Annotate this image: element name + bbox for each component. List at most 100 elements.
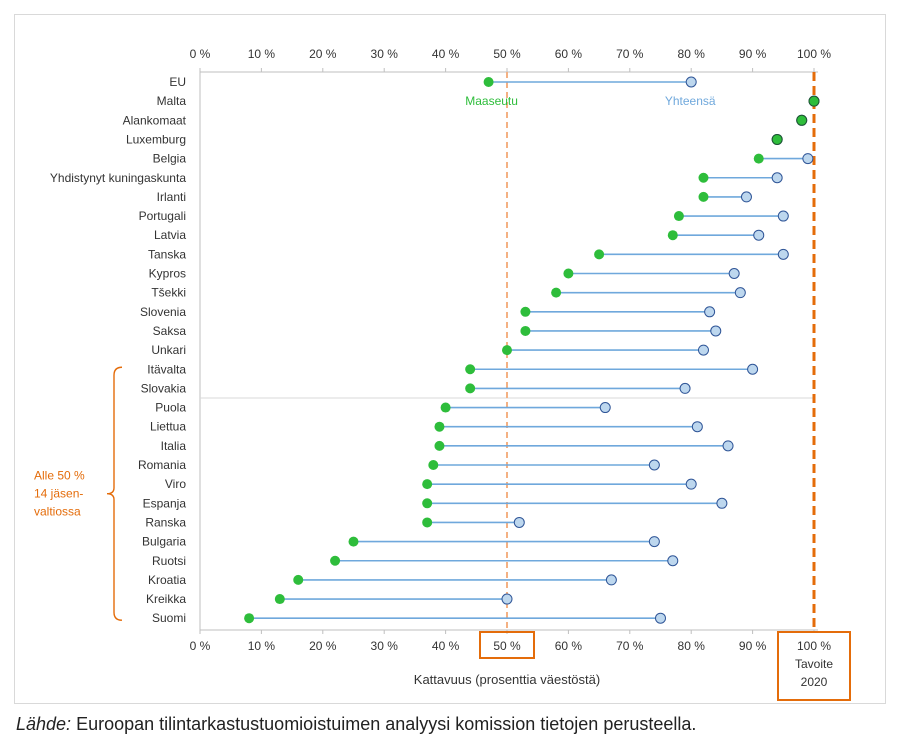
total-point — [722, 440, 734, 452]
total-point — [679, 382, 691, 394]
rural-point — [440, 402, 451, 413]
rural-point — [673, 211, 684, 222]
category-label: Viro — [165, 477, 186, 491]
rural-point — [465, 364, 476, 375]
x-tick-label-bottom: 10 % — [248, 639, 276, 653]
category-label: Unkari — [151, 343, 186, 357]
total-series-label: Yhteensä — [665, 94, 716, 108]
category-label: Ranska — [145, 515, 186, 529]
x-tick-label-top: 70 % — [616, 47, 644, 61]
x-tick-label-top: 50 % — [493, 47, 521, 61]
total-point — [685, 478, 697, 490]
target-value-label: 100 % — [797, 639, 831, 653]
category-label: Luxemburg — [126, 132, 186, 146]
rural-point — [520, 306, 531, 317]
rural-point — [551, 287, 562, 298]
rural-point — [422, 479, 433, 490]
category-label: EU — [169, 75, 186, 89]
category-label: Italia — [161, 439, 187, 453]
x-tick-label-bottom: 30 % — [371, 639, 399, 653]
rural-point — [465, 383, 476, 394]
total-point — [753, 229, 765, 241]
x-tick-label-bottom: 40 % — [432, 639, 460, 653]
rural-point — [274, 594, 285, 605]
total-point — [716, 497, 728, 509]
total-point — [802, 153, 814, 165]
total-point — [513, 516, 525, 528]
bracket-label-line: 14 jäsen- — [34, 487, 83, 501]
rural-point — [502, 345, 512, 356]
x-tick-label-bottom: 50 % — [493, 639, 521, 653]
rural-point — [698, 191, 709, 202]
total-point — [771, 172, 783, 184]
rural-point — [293, 574, 304, 585]
total-point — [728, 268, 740, 279]
total-point — [697, 344, 709, 356]
x-tick-label-top: 60 % — [555, 47, 583, 61]
target-label-line1: Tavoite — [795, 657, 833, 671]
category-label: Alankomaat — [123, 113, 187, 127]
category-label: Kroatia — [148, 573, 186, 587]
source-prefix: Lähde: — [16, 714, 72, 734]
x-tick-label-top: 10 % — [248, 47, 276, 61]
x-tick-label-bottom: 60 % — [555, 639, 583, 653]
category-label: Slovenia — [140, 305, 186, 319]
target-label-line2: 2020 — [801, 675, 828, 689]
source-text: Euroopan tilintarkastustuomioistuimen an… — [71, 714, 697, 734]
x-tick-label-top: 100 % — [797, 47, 831, 61]
total-point — [501, 593, 513, 605]
bracket-label-line: valtiossa — [34, 505, 81, 519]
category-label: Yhdistynyt kuningaskunta — [50, 171, 186, 185]
bracket-label-line: Alle 50 % — [34, 469, 85, 483]
rural-point — [796, 114, 808, 126]
category-label: Espanja — [143, 496, 187, 510]
x-tick-label-bottom: 70 % — [616, 639, 644, 653]
category-label: Malta — [157, 94, 187, 108]
rural-point — [428, 460, 439, 470]
rural-series-label: Maaseutu — [465, 94, 518, 108]
total-point — [599, 402, 611, 414]
total-point — [648, 459, 660, 471]
total-point — [648, 536, 660, 548]
total-point — [655, 612, 666, 624]
rural-point — [434, 440, 445, 451]
rural-point — [698, 172, 709, 183]
x-tick-label-bottom: 90 % — [739, 639, 767, 653]
category-label: Puola — [155, 401, 186, 415]
rural-point — [667, 230, 678, 241]
x-tick-label-top: 90 % — [739, 47, 767, 61]
x-axis-title: Kattavuus (prosenttia väestöstä) — [414, 672, 600, 687]
box-50-percent — [479, 631, 535, 659]
total-point — [685, 76, 697, 88]
rural-point — [244, 613, 255, 624]
x-tick-label-bottom: 0 % — [190, 639, 211, 653]
below-50-bracket — [106, 366, 123, 621]
rural-point — [771, 133, 783, 145]
category-label: Portugali — [139, 209, 186, 223]
category-label: Kypros — [149, 267, 186, 281]
category-label: Bulgaria — [142, 535, 186, 549]
x-tick-label-bottom: 20 % — [309, 639, 337, 653]
rural-point — [753, 153, 764, 164]
x-tick-label-top: 40 % — [432, 47, 460, 61]
total-point — [740, 191, 752, 203]
rural-point — [563, 268, 574, 279]
x-tick-label-top: 20 % — [309, 47, 337, 61]
category-label: Tanska — [148, 247, 186, 261]
total-point — [734, 287, 746, 299]
total-point — [777, 248, 789, 260]
total-point — [777, 210, 789, 222]
total-point — [710, 325, 722, 337]
total-point — [747, 363, 759, 375]
category-label: Slovakia — [141, 381, 187, 395]
rural-point — [594, 249, 605, 260]
category-label: Latvia — [154, 228, 186, 242]
x-tick-label-top: 80 % — [678, 47, 706, 61]
total-point — [667, 555, 679, 567]
category-label: Saksa — [153, 324, 187, 338]
category-label: Liettua — [150, 420, 186, 434]
total-point — [704, 306, 716, 318]
rural-point — [348, 536, 359, 547]
category-label: Suomi — [152, 611, 186, 625]
chart-panel — [14, 14, 886, 704]
